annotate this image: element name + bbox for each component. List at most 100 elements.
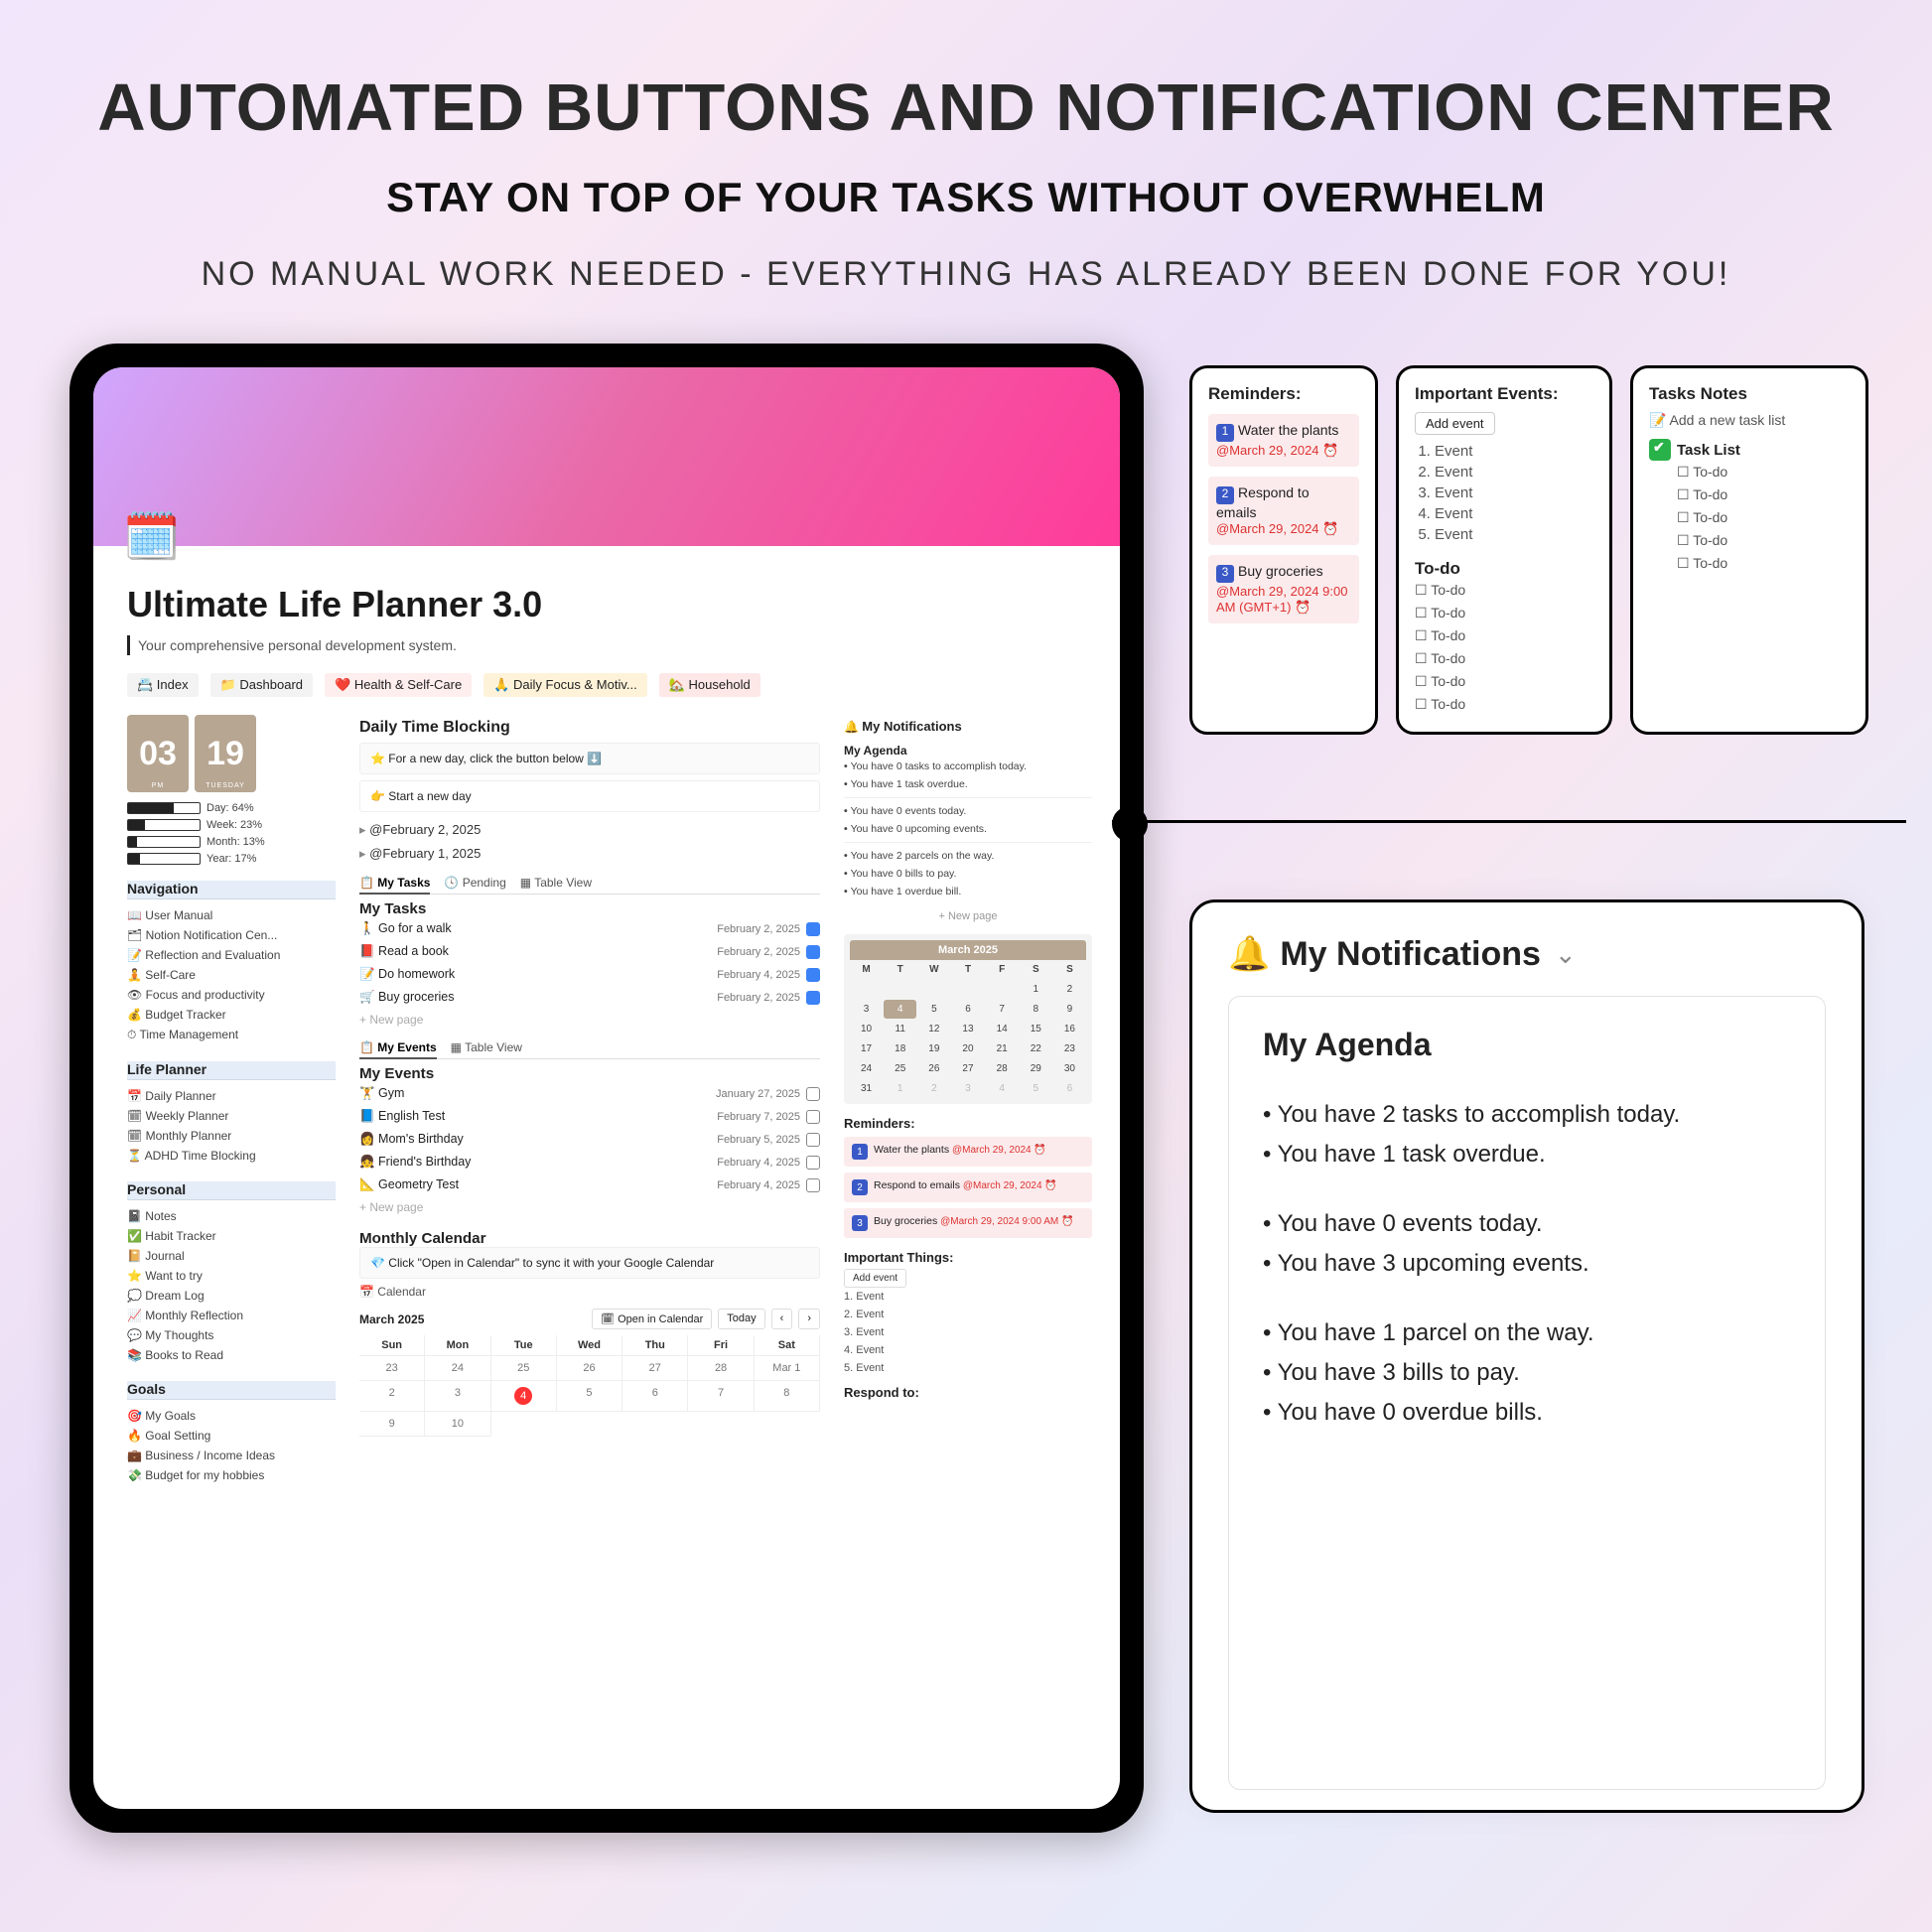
toggle-2[interactable]: @February 1, 2025 [359,842,820,866]
side-todo-item[interactable]: To-do [1415,624,1593,647]
mini-cal-cell[interactable]: 5 [917,1000,950,1019]
tab-household[interactable]: 🏡 Household [659,673,760,697]
mini-cal-cell[interactable]: 8 [1020,1000,1052,1019]
toggle-1[interactable]: @February 2, 2025 [359,818,820,842]
new-task[interactable]: New page [359,1009,820,1031]
task-row[interactable]: 📕 Read a bookFebruary 2, 2025 [359,940,820,963]
open-in-calendar-button[interactable]: 🗓 Open in Calendar [592,1309,712,1329]
event-tab-table[interactable]: ▦ Table View [451,1040,522,1054]
cal-cell[interactable]: 25 [491,1356,557,1381]
side-add-event[interactable]: Add event [1415,412,1495,435]
side-task-todo[interactable]: To-do [1649,461,1850,483]
mini-cal-cell[interactable]: 23 [1053,1039,1086,1058]
mini-cal-cell[interactable]: 7 [986,1000,1019,1019]
mini-cal-cell[interactable]: 16 [1053,1020,1086,1038]
new-event[interactable]: New page [359,1196,820,1218]
tab-index[interactable]: 📇 Index [127,673,199,697]
event-row[interactable]: 📘 English TestFebruary 7, 2025 [359,1105,820,1128]
reminder-card[interactable]: 2Respond to emails @March 29, 2024 ⏰ [844,1173,1092,1202]
nav-item[interactable]: 💬 My Thoughts [127,1325,336,1345]
tab-daily[interactable]: 🙏 Daily Focus & Motiv... [483,673,647,697]
side-reminder[interactable]: 3Buy groceries@March 29, 2024 9:00 AM (G… [1208,555,1359,623]
mini-calendar[interactable]: March 2025 MTWTFSS1234567891011121314151… [844,934,1092,1104]
cal-next[interactable]: › [798,1309,820,1329]
side-task-todo[interactable]: To-do [1649,529,1850,552]
notif-new-page[interactable]: New page [844,906,1092,926]
mini-cal-cell[interactable]: 18 [884,1039,916,1058]
mini-cal-cell[interactable]: 12 [917,1020,950,1038]
add-event-button[interactable]: Add event [844,1269,906,1288]
tab-health[interactable]: ❤️ Health & Self-Care [325,673,472,697]
today-button[interactable]: Today [718,1309,764,1329]
event-row[interactable]: 📐 Geometry TestFebruary 4, 2025 [359,1173,820,1196]
nav-item[interactable]: 🗂 Notion Notification Cen... [127,925,336,945]
mini-cal-cell[interactable]: 15 [1020,1020,1052,1038]
cal-cell[interactable]: Mar 1 [755,1356,820,1381]
mini-cal-cell[interactable]: 27 [951,1059,984,1078]
nav-item[interactable]: ⏱ Time Management [127,1025,336,1045]
nav-item[interactable]: 💰 Budget Tracker [127,1005,336,1025]
side-task-todo[interactable]: To-do [1649,483,1850,506]
mini-cal-cell[interactable]: 29 [1020,1059,1052,1078]
nav-item[interactable]: 📝 Reflection and Evaluation [127,945,336,965]
tab-dashboard[interactable]: 📁 Dashboard [210,673,313,697]
nav-item[interactable]: 🔥 Goal Setting [127,1426,336,1446]
nav-item[interactable]: 📖 User Manual [127,905,336,925]
nav-item[interactable]: 🧘 Self-Care [127,965,336,985]
task-tab-table[interactable]: ▦ Table View [520,876,592,890]
top-nav-tabs[interactable]: 📇 Index 📁 Dashboard ❤️ Health & Self-Car… [127,673,1092,697]
side-todo-item[interactable]: To-do [1415,670,1593,693]
nav-item[interactable]: ⭐ Want to try [127,1266,336,1286]
task-tab-pending[interactable]: 🕓 Pending [444,876,505,890]
cal-cell[interactable]: 26 [557,1356,622,1381]
cal-cell[interactable]: 10 [425,1412,490,1437]
cal-cell[interactable]: 7 [688,1381,754,1412]
task-row[interactable]: 📝 Do homeworkFebruary 4, 2025 [359,963,820,986]
nav-item[interactable]: ✅ Habit Tracker [127,1226,336,1246]
mini-cal-cell[interactable]: 3 [850,1000,883,1019]
nav-item[interactable]: 📚 Books to Read [127,1345,336,1365]
reminder-card[interactable]: 3Buy groceries @March 29, 2024 9:00 AM ⏰ [844,1208,1092,1238]
mini-cal-cell[interactable]: 19 [917,1039,950,1058]
mini-cal-cell[interactable]: 31 [850,1079,883,1098]
side-reminder[interactable]: 2Respond to emails@March 29, 2024 ⏰ [1208,477,1359,545]
mini-cal-cell[interactable]: 24 [850,1059,883,1078]
task-tab-mytasks[interactable]: 📋 My Tasks [359,876,430,895]
mini-cal-cell[interactable]: 6 [951,1000,984,1019]
cal-cell[interactable]: 4 [491,1381,557,1412]
cal-tab[interactable]: 📅 Calendar [359,1285,820,1299]
nav-item[interactable]: 📅 Daily Planner [127,1086,336,1106]
nav-item[interactable]: 💭 Dream Log [127,1286,336,1306]
nav-item[interactable]: 🗓 Monthly Planner [127,1126,336,1146]
start-new-day-button[interactable]: 👉 Start a new day [359,780,820,812]
cal-cell[interactable]: 6 [622,1381,688,1412]
event-row[interactable]: 👩 Mom's BirthdayFebruary 5, 2025 [359,1128,820,1151]
mini-cal-cell[interactable]: 14 [986,1020,1019,1038]
mini-cal-cell[interactable]: 11 [884,1020,916,1038]
nav-item[interactable]: 👁 Focus and productivity [127,985,336,1005]
cal-cell[interactable]: 9 [359,1412,425,1437]
cal-cell[interactable]: 8 [755,1381,820,1412]
mini-cal-cell[interactable]: 25 [884,1059,916,1078]
event-tab-myevents[interactable]: 📋 My Events [359,1040,437,1059]
mini-cal-cell[interactable]: 26 [917,1059,950,1078]
cal-cell[interactable]: 23 [359,1356,425,1381]
nav-item[interactable]: 🗓 Weekly Planner [127,1106,336,1126]
side-task-todo[interactable]: To-do [1649,506,1850,529]
side-todo-item[interactable]: To-do [1415,579,1593,602]
cal-cell[interactable]: 2 [359,1381,425,1412]
mini-cal-cell[interactable]: 10 [850,1020,883,1038]
mini-cal-cell[interactable]: 17 [850,1039,883,1058]
cal-cell[interactable]: 24 [425,1356,490,1381]
event-row[interactable]: 👧 Friend's BirthdayFebruary 4, 2025 [359,1151,820,1173]
mini-cal-cell[interactable]: 28 [986,1059,1019,1078]
cal-cell[interactable]: 28 [688,1356,754,1381]
cal-prev[interactable]: ‹ [771,1309,793,1329]
mini-cal-cell[interactable]: 22 [1020,1039,1052,1058]
mini-cal-cell[interactable]: 21 [986,1039,1019,1058]
side-task-todo[interactable]: To-do [1649,552,1850,575]
reminder-card[interactable]: 1Water the plants @March 29, 2024 ⏰ [844,1137,1092,1167]
mini-cal-cell[interactable]: 20 [951,1039,984,1058]
side-todo-item[interactable]: To-do [1415,693,1593,716]
nav-item[interactable]: 📓 Notes [127,1206,336,1226]
